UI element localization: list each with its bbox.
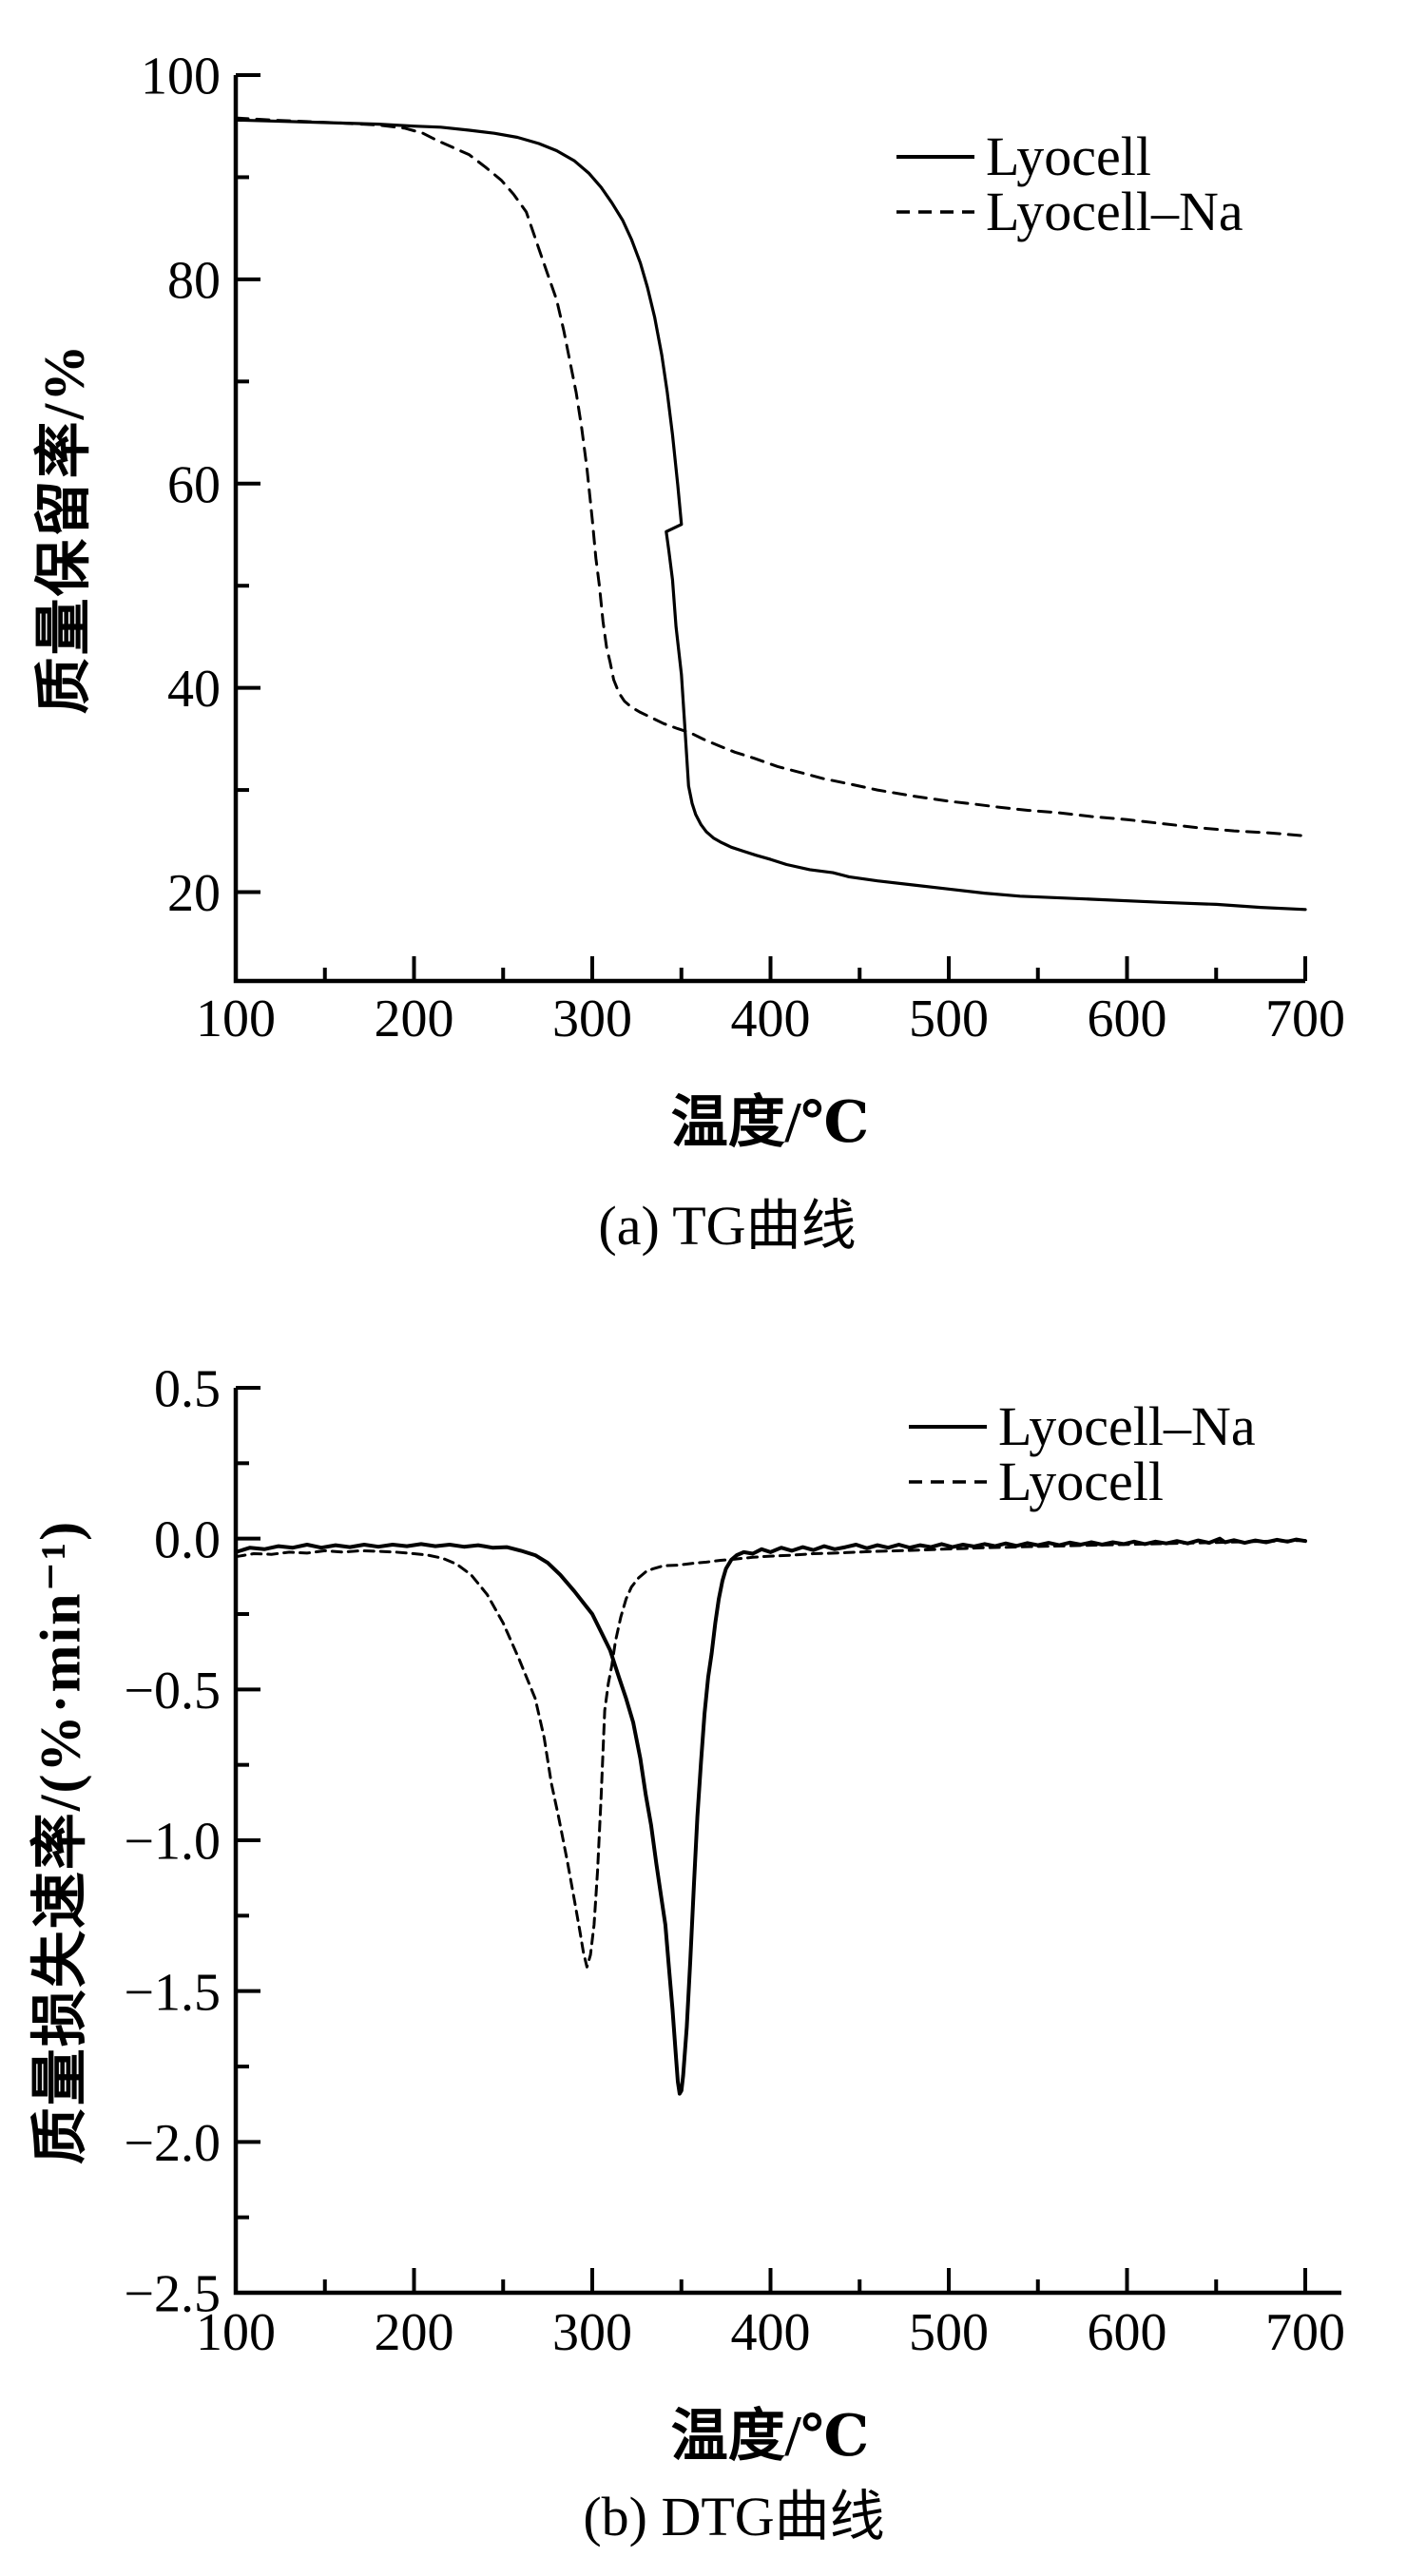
- dtg-x-tick-label: 600: [1088, 2303, 1167, 2362]
- tg-legend-label-solid: Lyocell: [986, 125, 1151, 187]
- dtg-legend: Lyocell–Na Lyocell: [909, 1399, 1256, 1509]
- dtg-y-tick-label: 0.5: [154, 1360, 221, 1419]
- dtg-y-tick-label: −0.5: [124, 1662, 221, 1721]
- dtg-axes: [233, 1388, 1341, 2296]
- dtg-y-axis-title: 质量损失速率/(%·min⁻¹): [29, 1519, 92, 2165]
- tg-ticks: [234, 73, 1307, 981]
- tg-series-lyocell-na: [234, 116, 1307, 837]
- dtg-legend-label-solid: Lyocell–Na: [998, 1395, 1256, 1457]
- dtg-legend-row-solid: Lyocell–Na: [909, 1399, 1256, 1454]
- tg-legend-label-dashed: Lyocell–Na: [986, 181, 1243, 242]
- dtg-x-tick-label: 700: [1265, 2303, 1345, 2362]
- tg-legend: Lyocell Lyocell–Na: [896, 129, 1243, 240]
- dtg-caption: (b) DTG曲线: [583, 2486, 885, 2547]
- dtg-x-tick-label: 100: [196, 2303, 276, 2362]
- dtg-y-tick-label: −1.0: [124, 1813, 221, 1872]
- tg-y-axis-title: 质量保留率/%: [32, 342, 96, 715]
- tg-series-lyocell: [234, 118, 1307, 912]
- dtg-y-tick-label: −1.5: [124, 1963, 221, 2022]
- tg-x-tick-label: 600: [1088, 990, 1167, 1048]
- tg-y-tick-label: 60: [167, 455, 221, 514]
- tg-legend-row-dashed: Lyocell–Na: [896, 184, 1243, 240]
- dtg-plot: [233, 1386, 1341, 2296]
- dtg-legend-label-dashed: Lyocell: [998, 1451, 1164, 1512]
- tg-x-tick-label: 400: [731, 990, 811, 1048]
- tg-caption: (a) TG曲线: [598, 1195, 857, 1257]
- tg-x-tick-label: 100: [196, 990, 276, 1048]
- dtg-legend-row-dashed: Lyocell: [909, 1454, 1256, 1509]
- dtg-y-tick-label: −2.0: [124, 2114, 221, 2173]
- tg-x-axis-title: 温度/℃: [670, 1091, 870, 1154]
- dtg-x-tick-label: 300: [552, 2303, 632, 2362]
- tg-x-tick-label: 700: [1265, 990, 1345, 1048]
- dtg-x-tick-label: 200: [375, 2303, 454, 2362]
- tg-y-tick-label: 100: [141, 48, 221, 106]
- dashed-line-sample-icon: [909, 1480, 987, 1484]
- dtg-x-tick-label: 500: [909, 2303, 989, 2362]
- tg-legend-row-solid: Lyocell: [896, 129, 1243, 184]
- tg-tick-labels: 100 200 300 400 500 600 700 100 80 60 40 20: [141, 48, 1345, 1048]
- tg-x-tick-label: 500: [909, 990, 989, 1048]
- solid-line-sample-icon: [896, 155, 974, 159]
- tg-plot: [233, 73, 1307, 984]
- dtg-series-lyocell: [234, 1539, 1307, 1969]
- dtg-series-lyocell-na: [234, 1536, 1307, 2096]
- tg-y-tick-label: 80: [167, 251, 221, 310]
- dtg-x-tick-label: 400: [731, 2303, 811, 2362]
- tg-y-tick-label: 20: [167, 864, 221, 923]
- tg-x-tick-label: 200: [375, 990, 454, 1048]
- dtg-x-axis-title: 温度/℃: [670, 2405, 870, 2468]
- tg-y-tick-label: 40: [167, 660, 221, 719]
- tg-x-tick-label: 300: [552, 990, 632, 1048]
- dashed-line-sample-icon: [896, 210, 974, 214]
- solid-line-sample-icon: [909, 1425, 987, 1429]
- dtg-ticks: [234, 1386, 1307, 2295]
- dtg-y-tick-label: 0.0: [154, 1510, 221, 1569]
- dtg-tick-labels: 100 200 300 400 500 600 700 0.5 0.0 −0.5 −1.0 −1.5 −…: [124, 1360, 1345, 2362]
- dtg-y-tick-label: −2.5: [124, 2265, 221, 2324]
